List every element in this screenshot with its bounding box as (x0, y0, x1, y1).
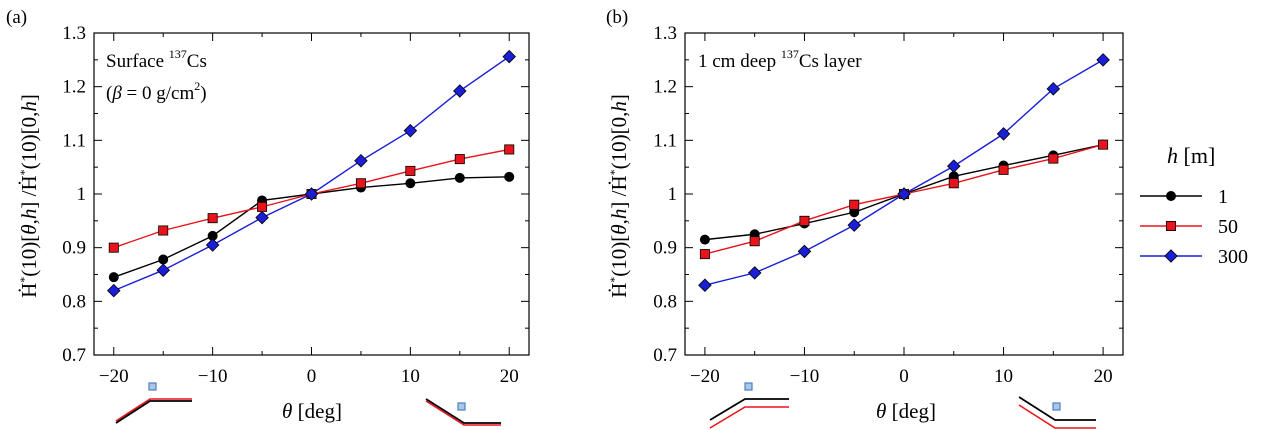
panel-b-series-1-point (699, 234, 710, 245)
panel-b-label: (b) (606, 7, 628, 28)
panel-a-xtick-label: 20 (500, 366, 519, 387)
panel-a-series-50-point (355, 178, 366, 189)
panel-a-ytick-label: 1.2 (62, 77, 86, 98)
panel-b-series-50-point (749, 236, 760, 247)
panel-a-ytick-label: 0.7 (62, 345, 86, 366)
panel-a-series-50-point (257, 201, 268, 212)
legend-label-300: 300 (1218, 246, 1248, 268)
panel-b-xtick-label: 10 (994, 366, 1013, 387)
legend-marker-50 (1166, 220, 1177, 231)
legend-title: h [m] (1167, 143, 1215, 168)
panel-a-ytick-label: 1.1 (62, 130, 86, 151)
panel-a-ylabel: Ḣ*(10)[θ,h] /Ḣ*(10)[0,h] (17, 94, 41, 298)
panel-b-annotation-line1: 1 cm deep 137Cs layer (698, 47, 862, 72)
panel-b-ylabel: Ḣ*(10)[θ,h] /Ḣ*(10)[0,h] (607, 94, 631, 298)
panel-a-series-50-point (504, 144, 515, 155)
legend-marker-1 (1166, 190, 1177, 201)
panel-b-ytick-label: 1 (668, 184, 678, 205)
panel-a-series-300-point (255, 210, 269, 225)
panel-a-detector-icon-right (457, 402, 466, 411)
panel-b-series-300-point (747, 266, 762, 280)
panel-a-series-300-point (304, 187, 319, 201)
panel-a-label: (a) (6, 7, 27, 28)
panel-b-detector-icon-left (744, 382, 753, 391)
panel-b-series-300-line (704, 59, 1104, 286)
panel-b-xtick-label: 20 (1094, 366, 1113, 387)
panel-a-annotation: Surface 137Cs (β = 0 g/cm2) (106, 47, 207, 104)
panel-a-annotation-line2: (β = 0 g/cm2) (106, 79, 207, 104)
panel-a-series-50-point (207, 213, 218, 224)
panel-b-series-300-point (947, 159, 961, 173)
panel-a-series-300-point (156, 263, 170, 277)
panel-b-ytick-label: 1.2 (653, 77, 677, 98)
panel-b-ytick-label: 0.9 (653, 238, 677, 259)
panel-b-plot: −20 −10 0 10 20 0.7 0.8 0.9 1 1.1 1.2 1.3 (653, 23, 1124, 387)
panel-b-xtick-label: −20 (690, 366, 720, 387)
panel-a-xtick-label: −20 (99, 366, 129, 387)
panel-a-series-300-point (403, 123, 418, 138)
panel-b-series-300-point (698, 278, 712, 292)
panel-b-series-300-point (847, 218, 861, 232)
legend-marker-300 (1164, 249, 1178, 263)
panel-b-series-300-point (1096, 53, 1110, 67)
panel-b-series-300-point (996, 127, 1011, 141)
panel-a-series-1-point (158, 254, 169, 265)
panel-b-ytick-label: 1.3 (653, 23, 677, 44)
panel-b-detector-icon-right (1052, 402, 1061, 411)
panel-a-series-1-point (108, 272, 119, 283)
panel-a-ytick-label: 0.8 (62, 291, 86, 312)
panel-a-series-50-point (405, 165, 416, 176)
panel-a-series-300-point (205, 238, 220, 252)
panel-b-terrain-downhill-icon (1018, 396, 1096, 429)
panel-a-ytick-label: 1.3 (62, 23, 86, 44)
panel-b-series-300-point (897, 187, 911, 201)
panel-a-plot: −20 −10 0 10 20 0.7 0.8 0.9 1 1.1 1.2 1.3 (62, 23, 530, 387)
panel-a-series-300-point (107, 283, 121, 298)
panel-b-annotation: 1 cm deep 137Cs layer (698, 47, 862, 72)
panel-a-terrain-downhill-icon (425, 398, 501, 426)
panel-b-ytick-label: 0.7 (653, 345, 677, 366)
panel-a-ytick-label: 0.9 (62, 238, 86, 259)
panel-b-series-50-point (699, 249, 710, 260)
panel-b-series-50-point (799, 215, 810, 226)
panel-a-series-300-point (453, 84, 467, 98)
panel-b-series-50-point (1098, 139, 1109, 150)
panel-a-annotation-line1: Surface 137Cs (106, 47, 207, 72)
panel-b-ytick-label: 1.1 (653, 130, 677, 151)
panel-a: (a) Surface 137Cs (β = 0 g/cm2) −20 −10 0 1… (6, 7, 530, 426)
panel-a-terrain-uphill-icon (115, 382, 192, 424)
panel-b-terrain-uphill-icon (709, 382, 789, 429)
panel-b-series-300-point (797, 244, 812, 259)
panel-a-series-1-point (405, 178, 416, 189)
panel-b-series-50-point (849, 199, 860, 210)
panel-a-series-300-point (502, 49, 516, 64)
panel-a-ytick-label: 1 (77, 184, 87, 205)
panel-a-xlabel: θ [deg] (282, 399, 342, 423)
panel-a-series-50-point (108, 242, 119, 253)
panel-b: (b) 1 cm deep 137Cs layer −20 −10 0 10 20 0.7… (606, 7, 1124, 429)
panel-b-xlabel: θ [deg] (876, 399, 936, 423)
panel-b-ytick-label: 0.8 (653, 291, 677, 312)
panel-b-series-50-point (948, 178, 959, 189)
panel-b-xtick-label: −10 (790, 366, 820, 387)
panel-a-xtick-label: 0 (307, 366, 317, 387)
panel-b-series-50-point (998, 164, 1009, 175)
panel-a-series-300-point (354, 153, 368, 168)
legend-label-1: 1 (1218, 186, 1228, 208)
legend: h [m] 1 50 300 (1140, 143, 1248, 268)
panel-a-detector-icon-left (148, 382, 157, 391)
panel-b-series-50-point (1048, 153, 1059, 164)
panel-a-series-1-point (454, 172, 465, 183)
panel-a-xtick-label: 10 (401, 366, 420, 387)
panel-a-series-1-point (504, 171, 515, 182)
panel-b-series-300-point (1046, 82, 1061, 96)
panel-a-xtick-label: −10 (198, 366, 228, 387)
panel-a-series-50-point (454, 154, 465, 165)
panel-a-series-50-point (158, 225, 169, 236)
panel-b-xtick-label: 0 (899, 366, 909, 387)
legend-label-50: 50 (1218, 216, 1238, 238)
